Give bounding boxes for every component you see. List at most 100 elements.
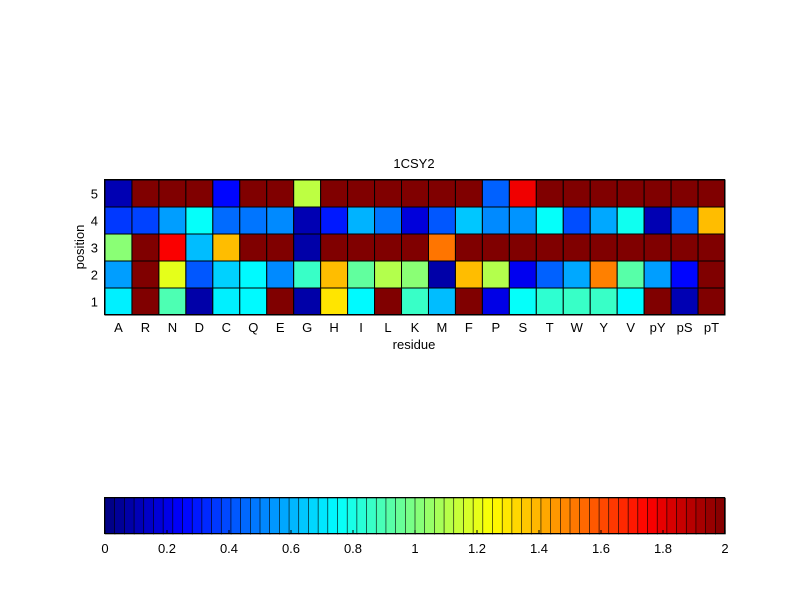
heatmap-cell <box>131 287 160 316</box>
heatmap-cell <box>158 260 187 289</box>
x-tick-label: pT <box>704 320 719 335</box>
heatmap-cell <box>320 233 349 262</box>
colorbar-segment <box>356 497 368 535</box>
colorbar-segment <box>715 497 726 535</box>
heatmap-cell <box>185 233 214 262</box>
heatmap-cell <box>643 287 672 316</box>
colorbar-segment <box>269 497 281 535</box>
x-tick-label: E <box>276 320 285 335</box>
heatmap-cell <box>266 179 295 208</box>
x-tick-label: V <box>626 320 635 335</box>
colorbar-tick-label: 1.2 <box>468 541 486 556</box>
heatmap-cell <box>401 260 429 289</box>
y-tick-label: 5 <box>91 187 98 202</box>
colorbar-segment <box>191 497 203 535</box>
heatmap-cell <box>185 206 214 235</box>
heatmap-cell <box>454 260 483 289</box>
heatmap-cell <box>427 233 456 262</box>
colorbar-segment <box>327 497 339 535</box>
heatmap-cell <box>616 179 645 208</box>
colorbar-segment <box>405 497 416 535</box>
heatmap-cell <box>454 206 483 235</box>
colorbar-segment <box>540 497 552 535</box>
colorbar-segment <box>569 497 581 535</box>
heatmap-cell <box>320 206 349 235</box>
colorbar-tick-label: 0.4 <box>220 541 238 556</box>
heatmap-cell <box>347 179 376 208</box>
x-tick-label: M <box>437 320 448 335</box>
heatmap-cell <box>589 206 618 235</box>
heatmap-cell <box>347 260 376 289</box>
heatmap-cell <box>427 206 456 235</box>
x-tick-label: W <box>571 320 584 335</box>
heatmap-cell <box>508 260 537 289</box>
heatmap-cell <box>481 287 510 316</box>
y-tick-label: 4 <box>91 214 98 229</box>
heatmap-cell <box>481 260 510 289</box>
heatmap-cell <box>643 206 672 235</box>
heatmap-cell <box>670 206 699 235</box>
colorbar-tick-label: 1.8 <box>654 541 672 556</box>
y-tick-label: 1 <box>91 295 98 310</box>
heatmap-cell <box>643 260 672 289</box>
colorbar-segment <box>443 497 455 535</box>
heatmap-cell <box>185 179 214 208</box>
colorbar-segment <box>162 497 174 535</box>
colorbar-segment <box>492 497 503 535</box>
x-tick-label: pS <box>677 320 693 335</box>
colorbar-segment <box>647 497 658 535</box>
colorbar-segment <box>366 497 377 535</box>
colorbar-segment <box>521 497 532 535</box>
heatmap-cell <box>266 206 295 235</box>
heatmap-cell <box>293 233 322 262</box>
colorbar-segment <box>114 497 126 535</box>
heatmap-cell <box>589 287 618 316</box>
x-tick-label: N <box>168 320 177 335</box>
colorbar-segment <box>550 497 562 535</box>
heatmap-cell <box>104 233 133 262</box>
heatmap-cell <box>347 287 376 316</box>
x-tick-label: A <box>114 320 123 335</box>
colorbar-segment <box>463 497 474 535</box>
x-tick-label: T <box>546 320 554 335</box>
heatmap-cell <box>562 287 591 316</box>
heatmap-cell <box>320 260 349 289</box>
heatmap-cell <box>374 233 403 262</box>
colorbar-tick-label: 0.2 <box>158 541 176 556</box>
heatmap-cell <box>293 206 322 235</box>
colorbar-segment <box>676 497 687 535</box>
colorbar-tick-labels: 0 0.2 0.4 0.6 0.8 1 1.2 1.4 1.6 1.8 2 <box>101 530 729 556</box>
x-tick-label: G <box>302 320 312 335</box>
heatmap-cells <box>104 179 726 316</box>
colorbar-segment <box>395 497 407 535</box>
colorbar-segment <box>579 497 591 535</box>
colorbar-tick-label: 1 <box>411 541 418 556</box>
heatmap-cell <box>670 287 699 316</box>
heatmap-frame <box>104 179 725 315</box>
heatmap-cell <box>589 233 618 262</box>
colorbar-tick-label: 1.6 <box>592 541 610 556</box>
heatmap-cell <box>104 179 133 208</box>
colorbar-segment <box>385 497 397 535</box>
y-axis-label: position <box>72 225 87 270</box>
colorbar-segment <box>472 497 484 535</box>
colorbar-segment <box>308 497 319 535</box>
heatmap-cell <box>427 287 456 316</box>
colorbar-segment <box>201 497 213 535</box>
colorbar-segment <box>104 497 116 535</box>
heatmap-cell <box>131 179 160 208</box>
y-tick-label: 2 <box>91 268 98 283</box>
heatmap-cell <box>616 233 645 262</box>
heatmap-cell <box>670 179 699 208</box>
heatmap-cell <box>562 206 591 235</box>
x-tick-label: R <box>141 320 150 335</box>
heatmap-cell <box>212 233 241 262</box>
colorbar-segment <box>501 497 513 535</box>
heatmap-cell <box>239 260 268 289</box>
heatmap-cell <box>104 206 133 235</box>
colorbar-segment <box>598 497 610 535</box>
heatmap-cell <box>266 233 295 262</box>
heatmap-cell <box>158 287 187 316</box>
heatmap-cell <box>427 260 456 289</box>
x-tick-label: pY <box>650 320 666 335</box>
